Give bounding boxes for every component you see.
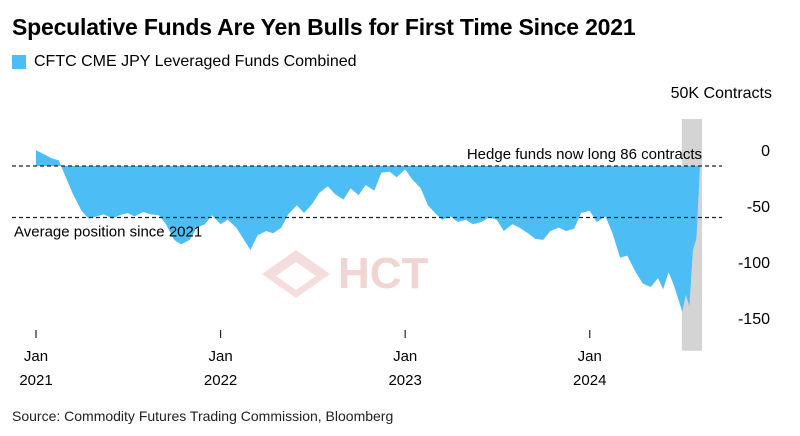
- chart-title: Speculative Funds Are Yen Bulls for Firs…: [12, 14, 636, 40]
- y-tick-label: -50: [747, 199, 770, 216]
- x-tick-month-label: Jan: [24, 348, 48, 365]
- legend-label: CFTC CME JPY Leveraged Funds Combined: [34, 53, 357, 70]
- x-tick-year-label: 2024: [573, 372, 606, 389]
- watermark-text: HCT: [338, 249, 429, 298]
- reference-line-label: Hedge funds now long 86 contracts: [467, 146, 702, 163]
- y-tick-label: -150: [738, 311, 770, 328]
- watermark-logo: HCT: [262, 249, 429, 298]
- y-tick-label: 0: [761, 143, 770, 160]
- x-tick-month-label: Jan: [393, 348, 417, 365]
- watermark-diamond-inner-icon: [276, 262, 316, 290]
- x-tick-year-label: 2021: [19, 372, 52, 389]
- x-tick-month-label: Jan: [578, 348, 602, 365]
- x-tick-year-label: 2023: [388, 372, 421, 389]
- x-tick-month-label: Jan: [208, 348, 232, 365]
- y-axis-units-label: 50K Contracts: [671, 85, 772, 102]
- y-tick-label: -100: [738, 255, 770, 272]
- area-series-0: [36, 150, 700, 312]
- reference-line-label: Average position since 2021: [14, 224, 202, 241]
- legend-swatch: [12, 55, 26, 69]
- x-tick-year-label: 2022: [204, 372, 237, 389]
- source-note: Source: Commodity Futures Trading Commis…: [12, 408, 394, 424]
- chart-legend: CFTC CME JPY Leveraged Funds Combined: [12, 53, 357, 71]
